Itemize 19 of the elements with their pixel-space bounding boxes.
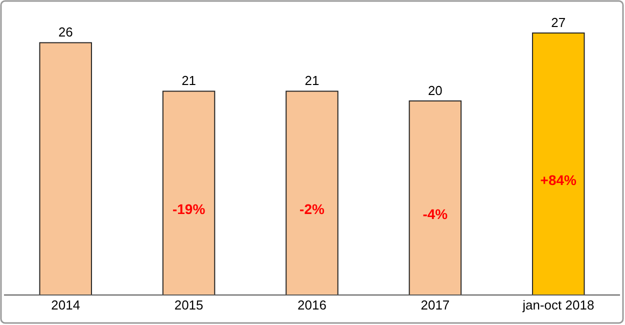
bar — [286, 90, 338, 296]
data-label: 21 — [182, 73, 196, 88]
x-tick-label: 2014 — [51, 298, 80, 313]
data-label: 20 — [428, 82, 442, 98]
data-label: 21 — [304, 73, 320, 88]
x-tick-label: 2016 — [298, 298, 326, 313]
x-tick-label: 2015 — [174, 298, 204, 313]
data-label: 27 — [551, 15, 566, 30]
bar — [39, 42, 92, 296]
bar — [532, 32, 585, 296]
bar — [162, 90, 216, 296]
annotation: +84% — [540, 172, 578, 188]
bar — [408, 100, 462, 296]
x-tick-label: 2017 — [420, 298, 450, 313]
x-tick-label: jan-oct 2018 — [522, 298, 594, 313]
annotation: -2% — [300, 201, 325, 218]
annotation: -19% — [172, 201, 206, 218]
data-label: 26 — [58, 24, 73, 40]
annotation: -4% — [422, 206, 448, 222]
